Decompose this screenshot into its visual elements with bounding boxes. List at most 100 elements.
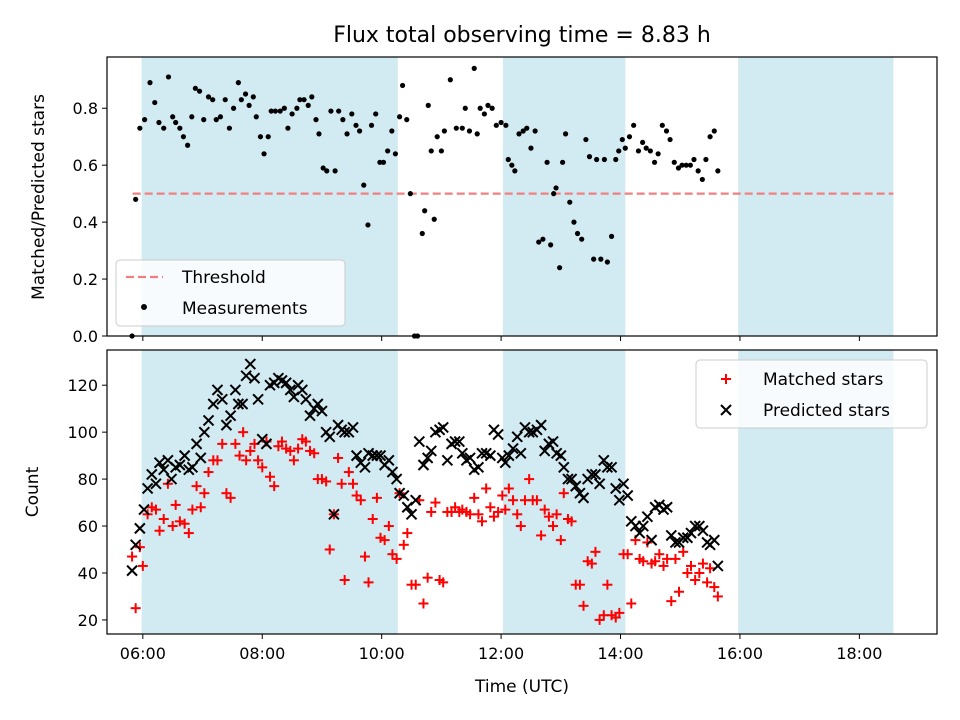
- predicted-star-point: [165, 473, 178, 485]
- predicted-star-point: [565, 473, 578, 485]
- measurement-point: [560, 159, 566, 165]
- predicted-star-point: [523, 426, 535, 438]
- x-tick-label: 08:00: [239, 644, 285, 663]
- measurement-point: [493, 122, 499, 128]
- matched-star-point: [179, 518, 190, 529]
- matched-star-point: [257, 462, 268, 473]
- predicted-star-point: [605, 461, 618, 474]
- measurement-point: [528, 145, 534, 151]
- measurement-point: [651, 159, 658, 165]
- matched-star-point: [555, 535, 566, 546]
- measurement-point: [622, 145, 628, 151]
- predicted-star-point: [224, 410, 237, 422]
- matched-star-point: [558, 488, 569, 499]
- predicted-star-point: [207, 398, 219, 410]
- predicted-star-point: [484, 449, 497, 462]
- predicted-star-point: [507, 442, 519, 455]
- bottom-shaded-bands: [141, 350, 894, 634]
- predicted-star-point: [617, 478, 630, 490]
- measurement-point: [675, 165, 682, 171]
- measurement-point: [462, 105, 468, 111]
- measurement-point: [532, 128, 538, 134]
- predicted-star-point: [174, 459, 186, 471]
- measurement-point: [540, 236, 546, 242]
- measurement-point: [687, 162, 693, 168]
- measurement-point: [213, 117, 219, 123]
- predicted-star-point: [425, 445, 437, 457]
- matched-star-point: [626, 598, 637, 609]
- measurement-point: [137, 125, 143, 131]
- matched-star-point: [321, 476, 332, 487]
- matched-star-point: [508, 495, 519, 506]
- measurement-point: [392, 151, 399, 157]
- measurement-point: [574, 230, 581, 237]
- matched-star-point: [167, 521, 178, 532]
- predicted-star-point: [211, 384, 224, 396]
- matched-star-point: [697, 558, 708, 569]
- predicted-star-point: [138, 503, 150, 516]
- measurement-point: [389, 128, 395, 134]
- legend-threshold-label: Threshold: [181, 268, 266, 288]
- matched-star-point: [238, 427, 249, 438]
- measurement-point: [285, 125, 291, 131]
- matched-star-point: [473, 509, 484, 520]
- measurement-point: [289, 111, 295, 117]
- matched-star-point: [476, 516, 487, 527]
- matched-star-point: [614, 607, 625, 618]
- predicted-star-point: [236, 398, 249, 410]
- matched-star-point: [422, 572, 433, 583]
- measurement-point: [594, 156, 600, 163]
- matched-star-point: [705, 563, 716, 574]
- matched-star-point: [199, 488, 210, 499]
- predicted-star-point: [316, 405, 328, 417]
- predicted-star-point: [570, 480, 582, 492]
- matched-star-point: [253, 455, 264, 466]
- measurement-point: [320, 165, 326, 171]
- measurement-point: [261, 151, 267, 157]
- matched-star-point: [685, 560, 696, 571]
- predicted-star-point: [252, 393, 264, 405]
- predicted-star-point: [558, 461, 570, 474]
- matched-star-point: [674, 586, 685, 597]
- matched-star-point: [158, 513, 169, 524]
- matched-star-point: [355, 495, 366, 506]
- measurement-point: [498, 119, 504, 126]
- predicted-star-point: [347, 421, 359, 434]
- measurement-point: [459, 125, 465, 131]
- measurement-point: [635, 148, 642, 154]
- bottom-axes-frame: [106, 349, 938, 635]
- matched-star-point: [465, 509, 476, 520]
- matched-star-point: [515, 521, 526, 532]
- matched-star-point: [234, 450, 245, 461]
- measurement-point: [377, 159, 383, 165]
- bottom-legend-box: [695, 359, 928, 429]
- matched-star-point: [590, 546, 601, 557]
- predicted-star-point: [240, 370, 252, 382]
- top-x-ticks: [142, 336, 860, 341]
- bottom-x-ticks: 06:00 08:00 10:00 12:00 14:00 16:00 18:00: [120, 634, 882, 663]
- predicted-star-point: [398, 489, 410, 502]
- measurement-point: [557, 265, 563, 271]
- predicted-star-point: [186, 461, 199, 474]
- predicted-star-point: [641, 510, 654, 523]
- matched-star-point: [371, 492, 382, 503]
- matched-star-point: [293, 443, 304, 454]
- matched-star-point: [336, 478, 347, 489]
- matched-star-point: [426, 506, 437, 517]
- matched-star-point: [642, 537, 653, 548]
- predicted-star-point: [141, 482, 154, 495]
- measurement-point: [619, 136, 625, 143]
- x-tick-label: 12:00: [478, 644, 524, 663]
- x-tick-label: 10:00: [359, 644, 405, 663]
- predicted-star-point: [244, 358, 257, 370]
- predicted-star-point: [421, 452, 434, 464]
- matched-star-point: [127, 551, 138, 562]
- measurement-point: [643, 145, 649, 151]
- measurement-point: [477, 105, 483, 111]
- predicted-star-point: [503, 449, 515, 462]
- top-axes-frame: [106, 56, 938, 337]
- predicted-star-point: [220, 419, 233, 431]
- measurement-point: [365, 222, 371, 228]
- matched-star-point: [363, 577, 374, 588]
